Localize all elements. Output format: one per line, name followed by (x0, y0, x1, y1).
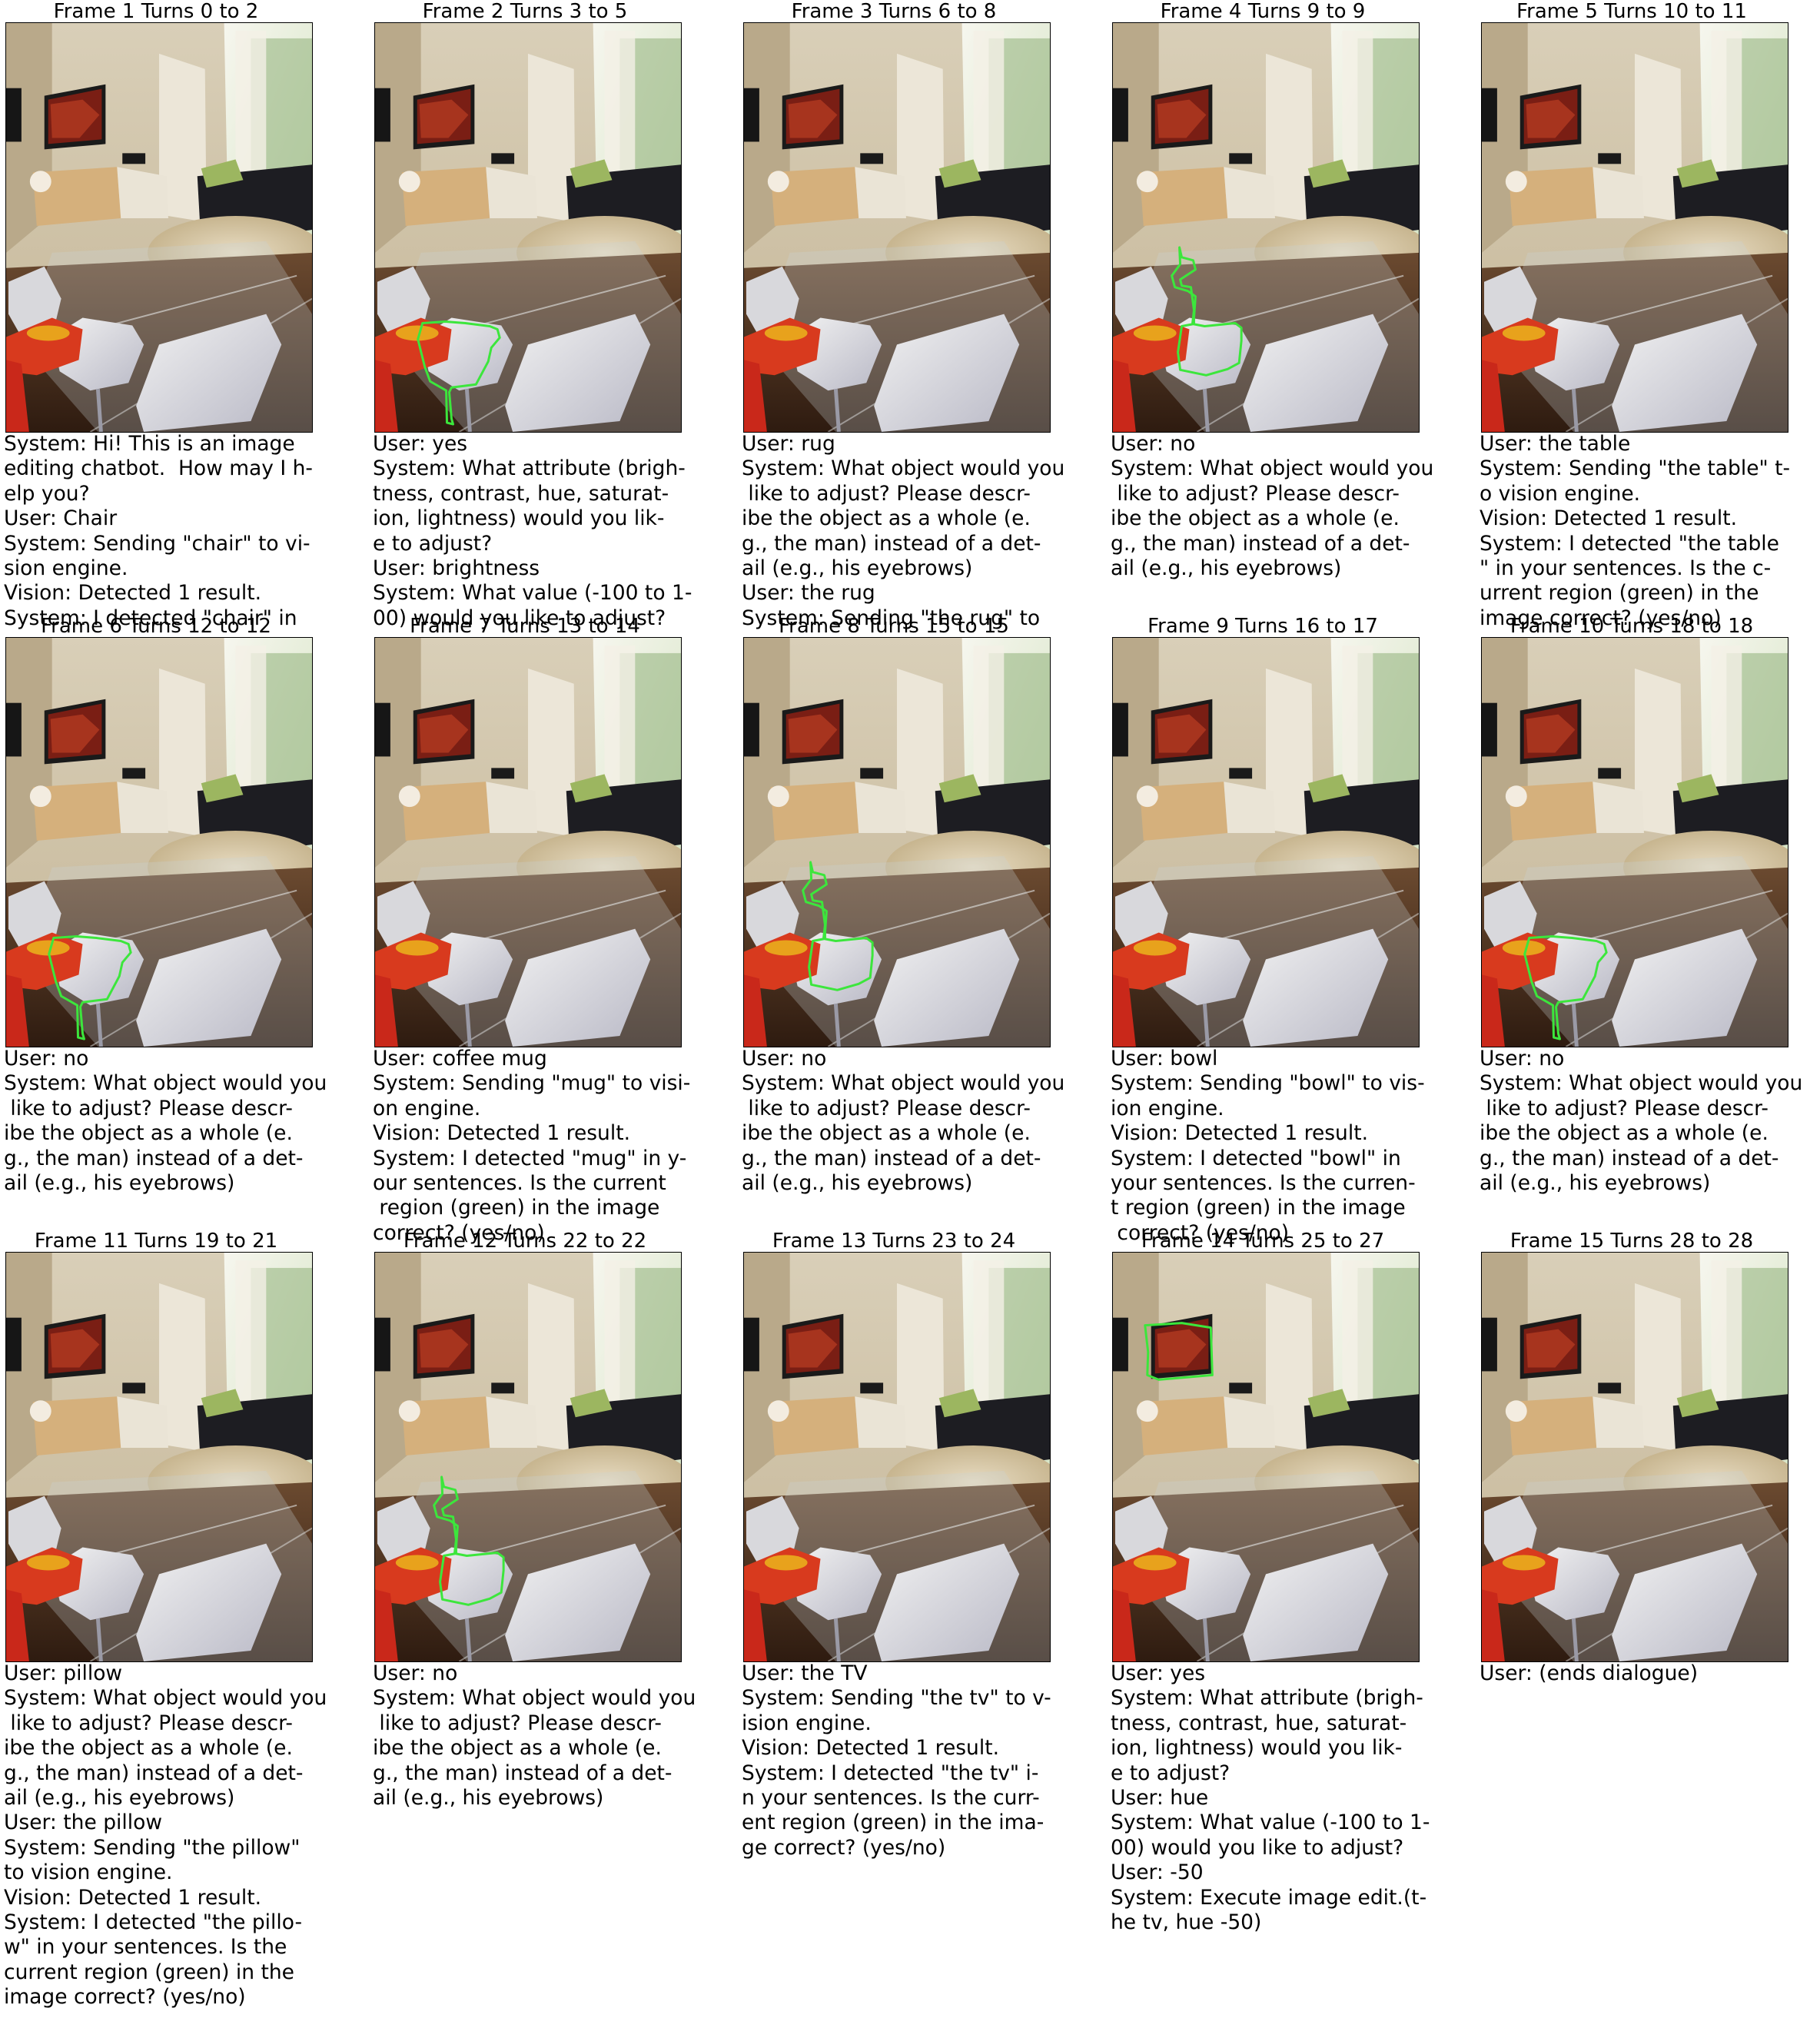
dialogue-text: System: Hi! This is an image editing cha… (4, 432, 313, 630)
dialogue-text: User: the table System: Sending "the tab… (1480, 432, 1791, 630)
living-room-photo (374, 1252, 682, 1662)
frame-title: Frame 5 Turns 10 to 11 (1516, 0, 1747, 23)
frame-title: Frame 10 Turns 18 to 18 (1509, 615, 1754, 638)
frame-title: Frame 9 Turns 16 to 17 (1147, 615, 1378, 638)
frame-title: Frame 13 Turns 23 to 24 (772, 1230, 1016, 1253)
dialogue-text: User: rug System: What object would you … (742, 432, 1065, 630)
frame-title: Frame 6 Turns 12 to 12 (41, 615, 271, 638)
dialogue-text: User: pillow System: What object would y… (4, 1661, 327, 2010)
frame-title: Frame 12 Turns 22 to 22 (403, 1230, 647, 1253)
dialogue-text: User: no System: What object would you l… (1480, 1047, 1803, 1196)
living-room-photo (5, 22, 313, 433)
living-room-photo (5, 637, 313, 1047)
dialogue-text: User: (ends dialogue) (1480, 1661, 1699, 1685)
dialogue-text: User: bowl System: Sending "bowl" to vis… (1111, 1047, 1425, 1245)
dialogue-text: User: yes System: What attribute (brigh-… (373, 432, 692, 630)
living-room-photo (1112, 22, 1420, 433)
living-room-photo (743, 22, 1051, 433)
living-room-photo (1481, 22, 1788, 433)
frame-title: Frame 2 Turns 3 to 5 (422, 0, 628, 23)
living-room-photo (1481, 637, 1788, 1047)
dialogue-text: User: no System: What object would you l… (742, 1047, 1065, 1196)
living-room-photo (1112, 637, 1420, 1047)
living-room-photo (1481, 1252, 1788, 1662)
living-room-photo (743, 1252, 1051, 1662)
living-room-photo (374, 637, 682, 1047)
frame-title: Frame 3 Turns 6 to 8 (791, 0, 997, 23)
frame-title: Frame 1 Turns 0 to 2 (53, 0, 259, 23)
living-room-photo (374, 22, 682, 433)
frame-title: Frame 8 Turns 15 to 15 (779, 615, 1009, 638)
dialogue-text: User: no System: What object would you l… (1111, 432, 1434, 581)
dialogue-text: User: yes System: What attribute (brigh-… (1111, 1661, 1430, 1935)
dialogue-text: User: no System: What object would you l… (373, 1661, 696, 1811)
frame-title: Frame 11 Turns 19 to 21 (34, 1230, 278, 1253)
frame-title: Frame 4 Turns 9 to 9 (1160, 0, 1366, 23)
living-room-photo (1112, 1252, 1420, 1662)
frame-title: Frame 15 Turns 28 to 28 (1509, 1230, 1754, 1253)
dialogue-text: User: no System: What object would you l… (4, 1047, 327, 1196)
frame-title: Frame 7 Turns 13 to 14 (410, 615, 640, 638)
living-room-photo (5, 1252, 313, 1662)
living-room-photo (743, 637, 1051, 1047)
dialogue-text: User: coffee mug System: Sending "mug" t… (373, 1047, 691, 1245)
dialogue-text: User: the TV System: Sending "the tv" to… (742, 1661, 1051, 1860)
frame-title: Frame 14 Turns 25 to 27 (1141, 1230, 1385, 1253)
